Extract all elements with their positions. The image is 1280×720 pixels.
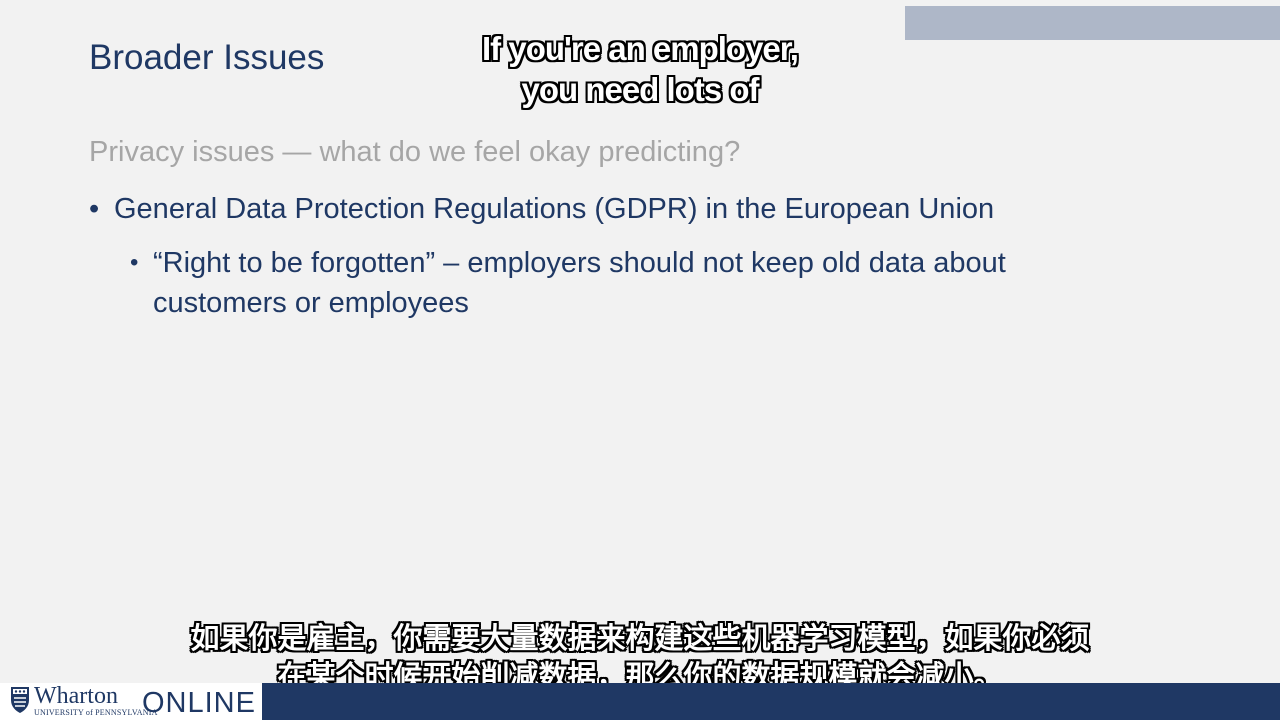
english-caption-line-2: you need lots of: [521, 71, 759, 108]
english-caption-line-1: If you're an employer,: [482, 30, 799, 67]
sub-bullet-text: “Right to be forgotten” – employers shou…: [153, 247, 1006, 319]
wharton-online-logo: Wharton UNIVERSITY of PENNSYLVANIA ONLIN…: [0, 683, 262, 720]
slide-subheading: Privacy issues — what do we feel okay pr…: [89, 136, 741, 168]
bullet-text: General Data Protection Regulations (GDP…: [114, 193, 995, 225]
penn-shield-icon: [11, 687, 29, 713]
top-accent-bar: [905, 6, 1280, 40]
sub-bullet-dot: •: [130, 249, 139, 276]
slide-title: Broader Issues: [89, 38, 325, 77]
bullet-dot: •: [89, 193, 100, 225]
online-wordmark: ONLINE: [142, 687, 256, 719]
wharton-wordmark: Wharton: [34, 683, 118, 709]
chinese-caption-line-1: 如果你是雇主，你需要大量数据来构建这些机器学习模型，如果你必须: [190, 623, 1090, 655]
english-caption: If you're an employer, you need lots of: [400, 28, 880, 110]
upenn-subtitle: UNIVERSITY of PENNSYLVANIA: [34, 708, 158, 717]
